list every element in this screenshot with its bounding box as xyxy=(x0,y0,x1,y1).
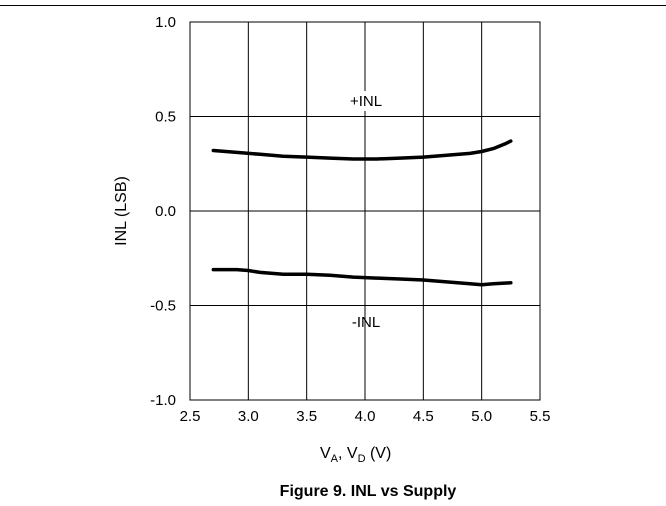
figure-caption: Figure 9. INL vs Supply xyxy=(279,483,457,500)
plot-frame xyxy=(189,21,541,401)
x-tick-label: 3.0 xyxy=(238,408,259,425)
y-tick-label: 1.0 xyxy=(155,14,176,31)
x-axis-sub-d: D xyxy=(358,453,366,465)
series-label-background xyxy=(344,91,388,111)
top-rule xyxy=(0,5,666,6)
x-tick-label: 5.0 xyxy=(471,408,492,425)
x-axis-sub-a: A xyxy=(331,453,339,465)
y-tick-label: -1.0 xyxy=(150,392,176,409)
series-line-negative-inl xyxy=(211,267,513,287)
x-tick-label: 2.5 xyxy=(180,408,201,425)
y-axis-title: INL (LSB) xyxy=(113,176,130,246)
y-tick-label: -0.5 xyxy=(150,298,176,315)
x-tick-label: 5.5 xyxy=(530,408,551,425)
x-axis-title: VA, VD (V) xyxy=(320,445,391,465)
series-label-positive-inl: +INL xyxy=(350,93,382,110)
series-line-positive-inl xyxy=(211,139,513,161)
y-axis-title-text: INL (LSB) xyxy=(113,176,130,246)
x-tick-label: 3.5 xyxy=(296,408,317,425)
x-tick-label: 4.0 xyxy=(355,408,376,425)
x-tick-label: 4.5 xyxy=(413,408,434,425)
y-tick-label: 0.0 xyxy=(155,203,176,220)
y-tick-label: 0.5 xyxy=(155,109,176,126)
series-label-negative-inl: -INL xyxy=(352,314,380,331)
